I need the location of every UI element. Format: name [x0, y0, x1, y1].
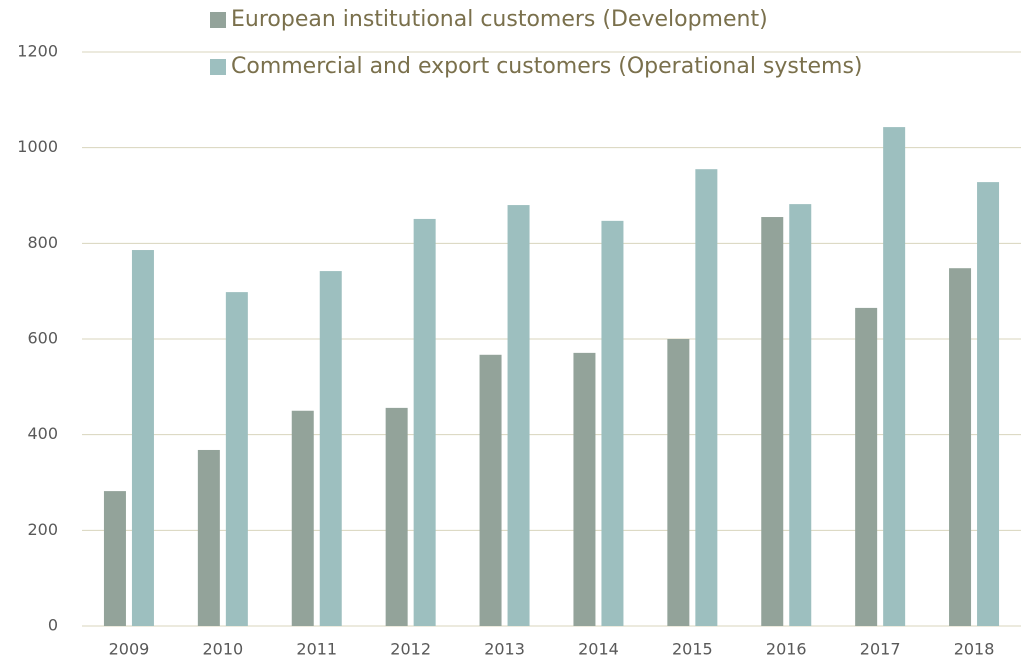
bar [103, 491, 126, 626]
bar [949, 268, 972, 626]
y-tick-label: 800 [27, 233, 58, 252]
bar [225, 292, 248, 626]
x-tick-label: 2012 [390, 640, 431, 659]
bar [883, 127, 906, 627]
y-tick-label: 200 [27, 520, 58, 539]
bar [977, 182, 1000, 626]
bar [291, 410, 314, 626]
x-tick-label: 2011 [296, 640, 337, 659]
bar [197, 449, 220, 626]
legend-label: European institutional customers (Develo… [231, 7, 768, 32]
legend-label: Commercial and export customers (Operati… [231, 54, 863, 79]
bar [319, 271, 342, 626]
x-tick-label: 2016 [766, 640, 807, 659]
y-tick-label: 1200 [17, 42, 58, 61]
y-tick-label: 0 [48, 616, 58, 635]
y-tick-label: 400 [27, 424, 58, 443]
x-tick-label: 2010 [202, 640, 243, 659]
bar [385, 407, 408, 626]
y-tick-label: 600 [27, 329, 58, 348]
bar [573, 352, 596, 626]
bar [667, 339, 690, 626]
bar [761, 217, 784, 626]
bar [413, 218, 436, 626]
bar [789, 204, 812, 627]
x-tick-label: 2015 [672, 640, 713, 659]
x-tick-label: 2018 [954, 640, 995, 659]
x-tick-label: 2013 [484, 640, 525, 659]
bar [695, 169, 718, 627]
bar [507, 205, 530, 627]
x-tick-label: 2017 [860, 640, 901, 659]
legend-swatch [210, 12, 226, 28]
x-tick-label: 2009 [109, 640, 150, 659]
bar [855, 307, 878, 626]
bar [131, 250, 154, 626]
bar [601, 220, 624, 626]
bar [479, 354, 502, 626]
legend-swatch [210, 59, 226, 75]
y-tick-label: 1000 [17, 137, 58, 156]
x-tick-label: 2014 [578, 640, 619, 659]
